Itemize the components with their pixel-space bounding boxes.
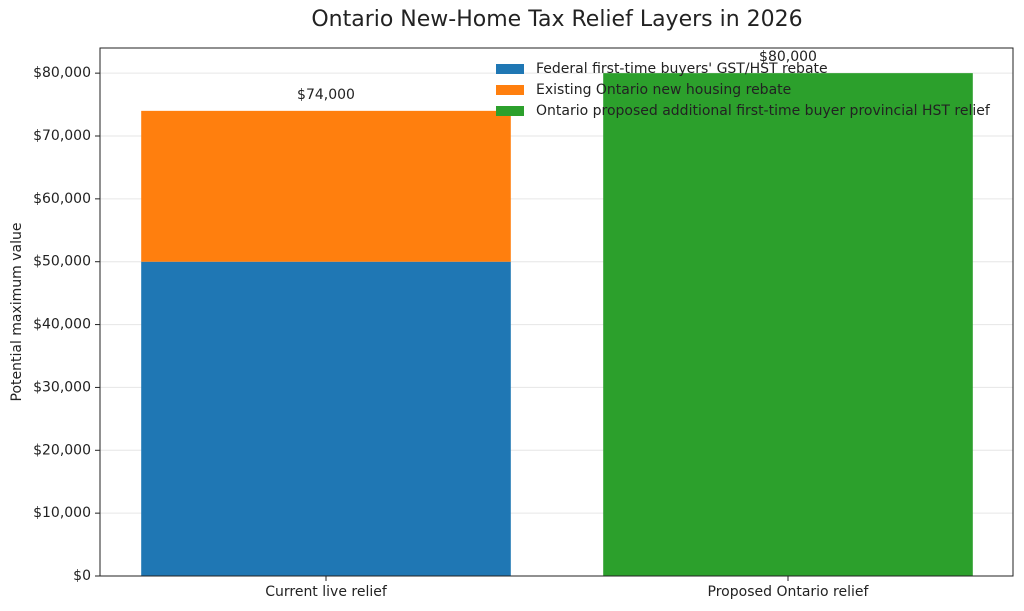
bar-segment: [141, 261, 511, 576]
total-label: $80,000: [759, 49, 817, 65]
legend-label: Existing Ontario new housing rebate: [536, 82, 791, 98]
y-tick-label: $70,000: [33, 128, 91, 144]
y-tick-label: $80,000: [33, 65, 91, 81]
legend-swatch: [496, 106, 524, 116]
y-tick-label: $30,000: [33, 379, 91, 395]
y-tick-label: $20,000: [33, 442, 91, 458]
y-tick-label: $0: [73, 568, 91, 584]
legend-swatch: [496, 64, 524, 74]
chart-title: Ontario New-Home Tax Relief Layers in 20…: [311, 7, 802, 32]
y-tick-label: $60,000: [33, 191, 91, 207]
y-tick-label: $50,000: [33, 254, 91, 270]
x-tick-label: Proposed Ontario relief: [708, 584, 870, 600]
y-tick-label: $10,000: [33, 505, 91, 521]
y-tick-label: $40,000: [33, 317, 91, 333]
legend-swatch: [496, 85, 524, 95]
legend-label: Ontario proposed additional first-time b…: [536, 103, 991, 119]
y-axis-label: Potential maximum value: [9, 222, 25, 401]
legend-label: Federal first-time buyers' GST/HST rebat…: [536, 61, 828, 77]
total-label: $74,000: [297, 87, 355, 103]
bar-segment: [141, 110, 511, 262]
plot-frame: [99, 47, 1014, 577]
x-tick-label: Current live relief: [265, 584, 388, 600]
bar-segment: [603, 73, 973, 577]
